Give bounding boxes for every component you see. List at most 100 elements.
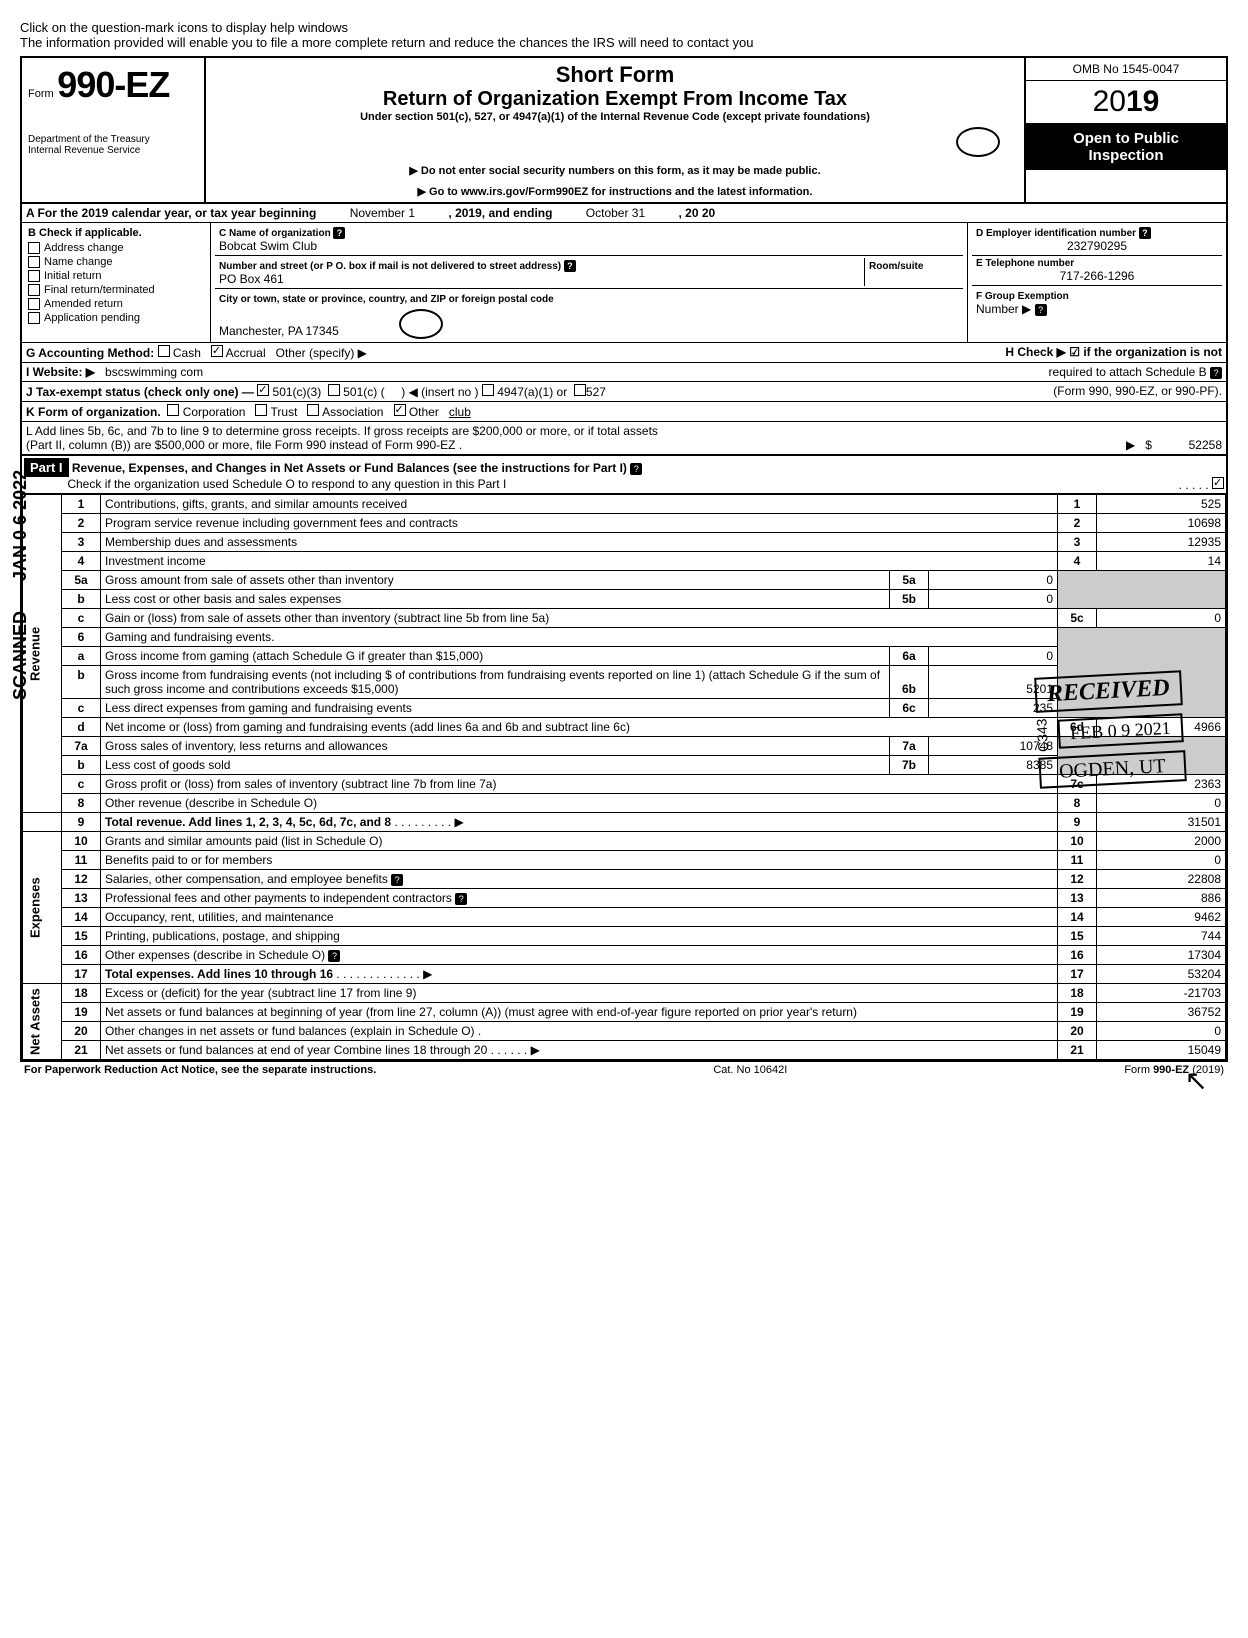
signature-mark: ↖ — [1185, 1064, 1208, 1098]
help-icon[interactable]: ? — [630, 463, 642, 475]
cb-application-pending[interactable]: Application pending — [26, 311, 206, 325]
line-i: I Website: ▶ bscswimming com required to… — [22, 363, 1226, 382]
footer: For Paperwork Reduction Act Notice, see … — [20, 1062, 1228, 1078]
amt-5c: 0 — [1097, 609, 1226, 628]
amt-7a: 10748 — [929, 737, 1058, 756]
cb-final-return[interactable]: Final return/terminated — [26, 283, 206, 297]
open-to-public: Open to Public Inspection — [1026, 124, 1226, 170]
part1-header-row: Part I Revenue, Expenses, and Changes in… — [22, 456, 1226, 494]
omb-number: OMB No 1545-0047 — [1026, 58, 1226, 81]
amt-18: -21703 — [1097, 984, 1226, 1003]
help-icon[interactable]: ? — [1035, 304, 1047, 316]
footer-left: For Paperwork Reduction Act Notice, see … — [24, 1064, 376, 1076]
cb-schedule-o[interactable] — [1212, 477, 1224, 489]
amt-3: 12935 — [1097, 533, 1226, 552]
line-k: K Form of organization. Corporation Trus… — [22, 402, 1226, 422]
line-g-h: G Accounting Method: Cash Accrual Other … — [22, 343, 1226, 363]
help-icon[interactable]: ? — [564, 260, 576, 272]
line-l: L Add lines 5b, 6c, and 7b to line 9 to … — [22, 422, 1226, 456]
help-line2: The information provided will enable you… — [20, 35, 753, 50]
amt-20: 0 — [1097, 1022, 1226, 1041]
website: bscswimming com — [105, 365, 203, 379]
line-j: J Tax-exempt status (check only one) — 5… — [22, 382, 1226, 402]
amt-6d: 4966 — [1097, 718, 1226, 737]
entity-info-block: B Check if applicable. Address change Na… — [22, 223, 1226, 343]
section-h: H Check ▶ ☑ if the organization is not — [1005, 345, 1222, 360]
bullet2: ▶ Go to www.irs.gov/Form990EZ for instru… — [210, 185, 1020, 198]
cb-cash[interactable] — [158, 345, 170, 357]
cb-corporation[interactable] — [167, 404, 179, 416]
cb-association[interactable] — [307, 404, 319, 416]
footer-catalog: Cat. No 10642I — [713, 1064, 787, 1076]
cb-address-change[interactable]: Address change — [26, 241, 206, 255]
amt-15: 744 — [1097, 927, 1226, 946]
revenue-side-label: Revenue — [23, 495, 62, 813]
form-prefix: Form — [28, 88, 54, 100]
amt-4: 14 — [1097, 552, 1226, 571]
amt-10: 2000 — [1097, 832, 1226, 851]
part1-title: Revenue, Expenses, and Changes in Net As… — [72, 461, 627, 475]
cb-501c3[interactable] — [257, 384, 269, 396]
help-icon[interactable]: ? — [391, 874, 403, 886]
cb-501c[interactable] — [328, 384, 340, 396]
street-address: PO Box 461 — [219, 272, 284, 286]
other-org-value: club — [449, 405, 471, 419]
amt-8: 0 — [1097, 794, 1226, 813]
cb-527[interactable] — [574, 384, 586, 396]
help-icon[interactable]: ? — [455, 893, 467, 905]
amt-12: 22808 — [1097, 870, 1226, 889]
amt-16: 17304 — [1097, 946, 1226, 965]
handwritten-circle-2 — [399, 309, 443, 339]
amt-9: 31501 — [1097, 813, 1226, 832]
cb-other-org[interactable] — [394, 404, 406, 416]
handwritten-circle — [956, 127, 1000, 157]
tax-year: 2019 — [1026, 81, 1226, 124]
amt-7b: 8385 — [929, 756, 1058, 775]
amt-5b: 0 — [929, 590, 1058, 609]
amt-5a: 0 — [929, 571, 1058, 590]
amt-11: 0 — [1097, 851, 1226, 870]
help-note: Click on the question-mark icons to disp… — [20, 20, 1228, 50]
form-990ez: Form 990-EZ Department of the Treasury I… — [20, 56, 1228, 1062]
expenses-side-label: Expenses — [23, 832, 62, 984]
amt-14: 9462 — [1097, 908, 1226, 927]
bullet1: ▶ Do not enter social security numbers o… — [210, 164, 1020, 177]
document-id-number: 29492470271 — [1241, 80, 1248, 304]
form-id-box: Form 990-EZ Department of the Treasury I… — [22, 58, 206, 202]
help-icon[interactable]: ? — [333, 227, 345, 239]
title-box: Short Form Return of Organization Exempt… — [206, 58, 1026, 202]
telephone: 717-266-1296 — [976, 269, 1218, 283]
cb-name-change[interactable]: Name change — [26, 255, 206, 269]
amt-6b: 5201 — [929, 666, 1058, 699]
amt-13: 886 — [1097, 889, 1226, 908]
cb-accrual[interactable] — [211, 345, 223, 357]
amt-7c: 2363 — [1097, 775, 1226, 794]
amt-21: 15049 — [1097, 1041, 1226, 1060]
cb-amended-return[interactable]: Amended return — [26, 297, 206, 311]
help-icon[interactable]: ? — [1139, 227, 1151, 239]
part1-table: Revenue 1 Contributions, gifts, grants, … — [22, 494, 1226, 1060]
line-l-amount: 52258 — [1189, 438, 1222, 452]
form-number: 990-EZ — [57, 64, 169, 105]
line-a: A For the 2019 calendar year, or tax yea… — [22, 204, 1226, 223]
amt-1: 525 — [1097, 495, 1226, 514]
form-header: Form 990-EZ Department of the Treasury I… — [22, 58, 1226, 204]
treasury-dept: Department of the Treasury Internal Reve… — [28, 134, 198, 156]
omb-box: OMB No 1545-0047 2019 Open to Public Ins… — [1026, 58, 1226, 202]
help-icon[interactable]: ? — [1210, 367, 1222, 379]
cb-initial-return[interactable]: Initial return — [26, 269, 206, 283]
form-wrapper: Click on the question-mark icons to disp… — [20, 20, 1228, 1078]
amt-19: 36752 — [1097, 1003, 1226, 1022]
help-line1: Click on the question-mark icons to disp… — [20, 20, 348, 35]
netassets-side-label: Net Assets — [23, 984, 62, 1060]
section-c-name-address: C Name of organization ? Bobcat Swim Clu… — [211, 223, 968, 342]
cb-trust[interactable] — [255, 404, 267, 416]
return-title: Return of Organization Exempt From Incom… — [210, 88, 1020, 111]
amt-6a: 0 — [929, 647, 1058, 666]
short-form-label: Short Form — [210, 62, 1020, 88]
organization-name: Bobcat Swim Club — [219, 239, 959, 253]
under-section: Under section 501(c), 527, or 4947(a)(1)… — [210, 111, 1020, 123]
amt-2: 10698 — [1097, 514, 1226, 533]
cb-4947[interactable] — [482, 384, 494, 396]
help-icon[interactable]: ? — [328, 950, 340, 962]
